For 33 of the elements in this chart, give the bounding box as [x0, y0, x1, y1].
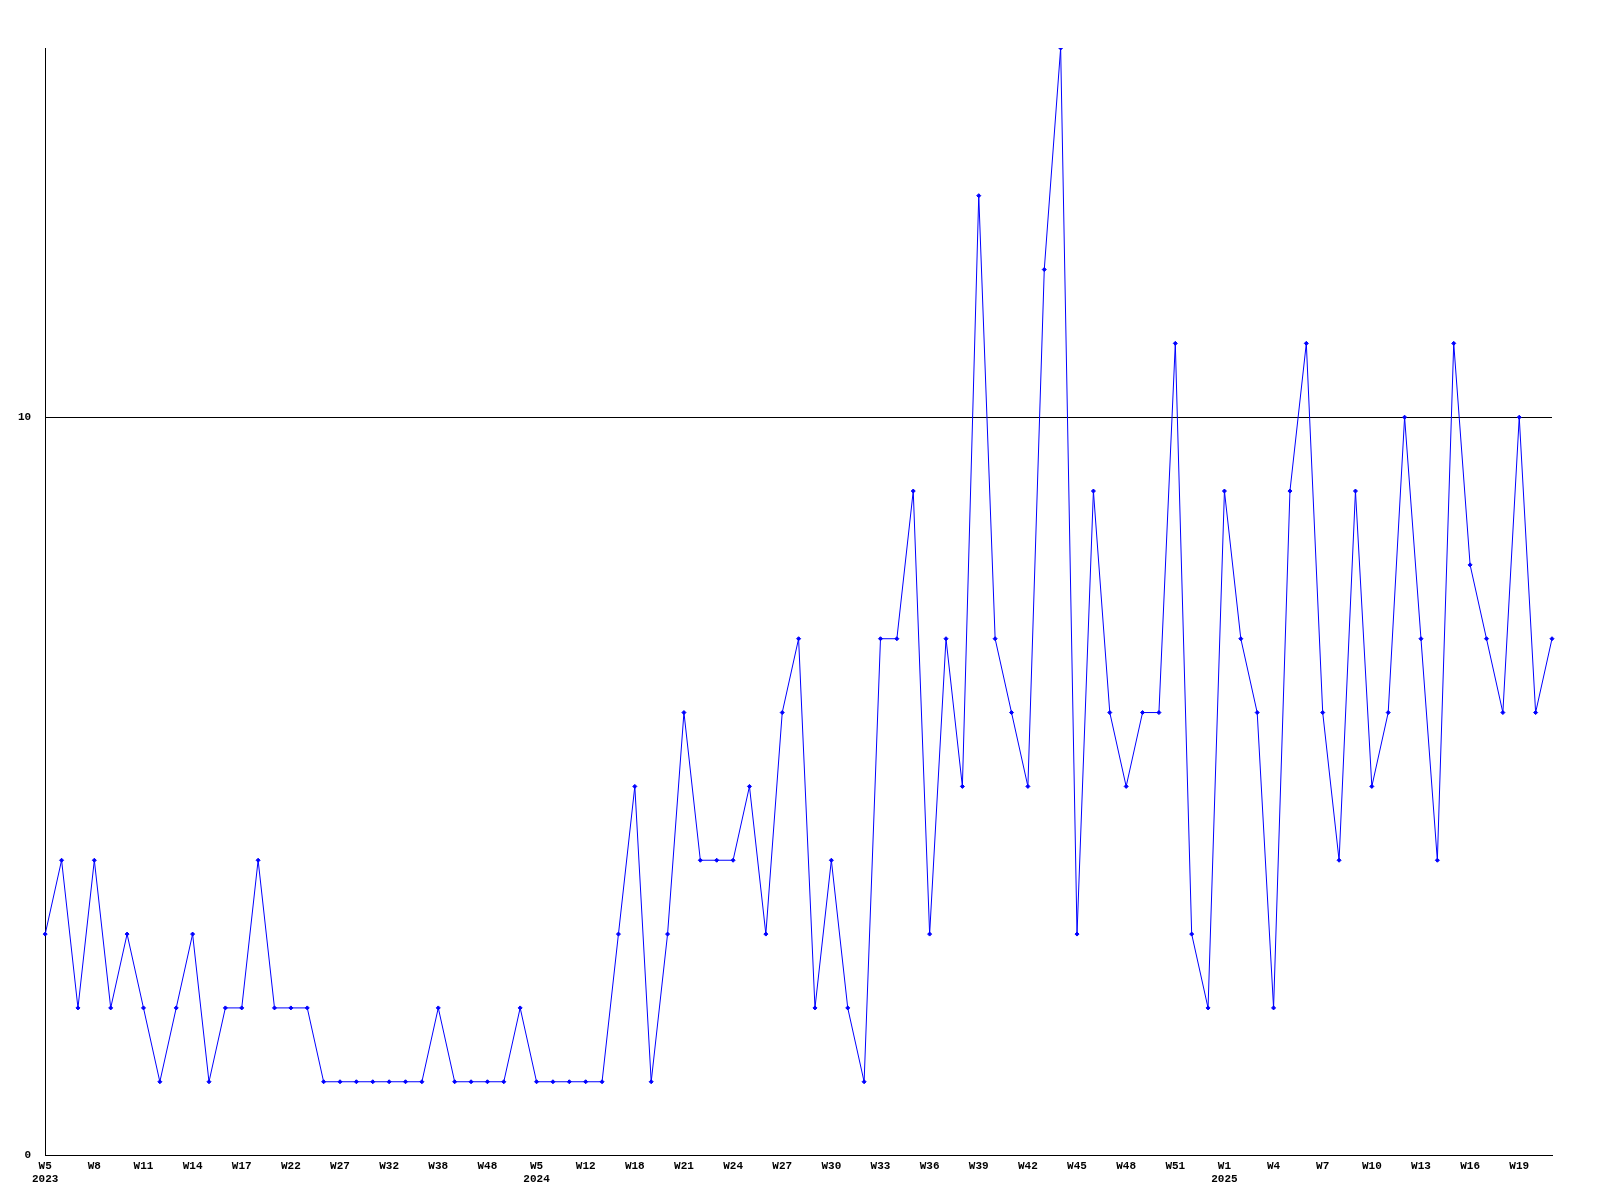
x-tick-label: W16: [1460, 1159, 1481, 1172]
x-tick-label: W21: [674, 1159, 695, 1172]
x-tick-label: W1 2025: [1211, 1159, 1239, 1186]
x-tick-label: W33: [870, 1159, 891, 1172]
x-tick-label: W13: [1411, 1159, 1432, 1172]
x-tick-label: W10: [1361, 1159, 1382, 1172]
x-tick-label: W30: [821, 1159, 842, 1172]
x-tick-label: W45: [1067, 1159, 1088, 1172]
x-tick-label: W36: [919, 1159, 940, 1172]
x-tick-label: W27: [772, 1159, 793, 1172]
x-tick-label: W42: [1017, 1159, 1038, 1172]
x-tick-label: W48: [477, 1159, 498, 1172]
x-tick-label: W11: [133, 1159, 154, 1172]
x-tick-label: W19: [1509, 1159, 1530, 1172]
y-tick-label: 0: [24, 1149, 32, 1162]
y-tick-label: 10: [18, 410, 32, 423]
x-tick-label: W17: [231, 1159, 252, 1172]
x-tick-label: W48: [1116, 1159, 1137, 1172]
x-tick-label: W24: [723, 1159, 744, 1172]
x-tick-label: W5 2023: [32, 1159, 59, 1186]
x-tick-label: W22: [280, 1159, 301, 1172]
x-tick-label: W8: [87, 1159, 102, 1172]
x-tick-label: W27: [330, 1159, 350, 1172]
x-tick-label: W14: [182, 1159, 203, 1172]
x-tick-label: W18: [624, 1159, 646, 1172]
x-tick-label: W5 2024: [523, 1159, 551, 1186]
x-tick-label: W7: [1316, 1159, 1330, 1172]
x-tick-label: W51: [1165, 1159, 1186, 1172]
x-tick-label: W12: [575, 1159, 596, 1172]
x-tick-label: W39: [968, 1159, 989, 1172]
x-tick-label: W32: [379, 1159, 400, 1172]
x-tick-label: W38: [428, 1159, 449, 1172]
x-tick-label: W4: [1266, 1159, 1281, 1172]
